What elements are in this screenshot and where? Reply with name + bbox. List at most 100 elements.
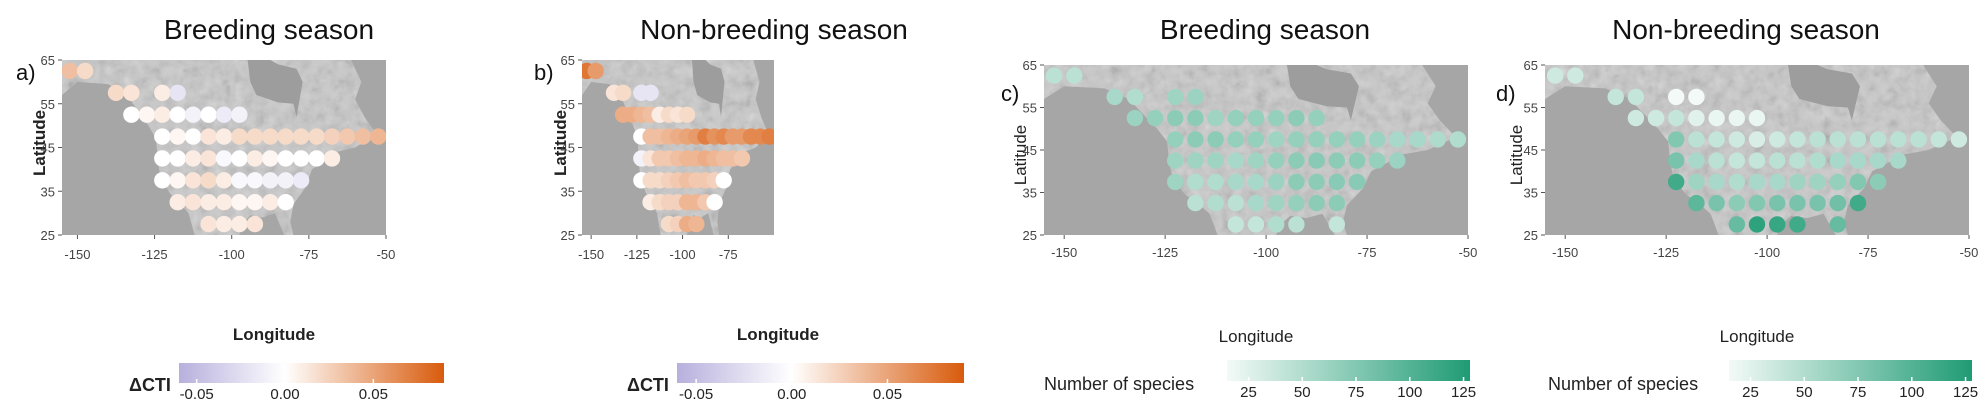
grid-cell-point — [1045, 67, 1063, 84]
x-tick-label: -100 — [219, 247, 245, 262]
colorbar-ticks: -0.05 0.00 0.05 — [180, 379, 388, 403]
grid-cell-point — [292, 172, 310, 189]
x-tick-label: -150 — [64, 247, 90, 262]
grid-cell-point — [1728, 131, 1746, 148]
grid-cell-point — [1066, 67, 1083, 84]
y-tick-label: 35 — [1524, 186, 1538, 201]
colorbar-tick-label: 50 — [1796, 384, 1813, 401]
y-tick-label: 45 — [1524, 143, 1538, 158]
grid-cell-point — [123, 84, 140, 102]
y-tick-label: 35 — [561, 184, 575, 199]
grid-cell-point — [262, 150, 279, 167]
grid-cell-point — [1288, 152, 1305, 169]
panel-b: Non-breeding season b) Latitude Longitud… — [534, 14, 964, 403]
grid-cell-point — [1247, 152, 1265, 169]
grid-cell-point — [1607, 88, 1624, 106]
grid-cell-point — [62, 62, 78, 80]
grid-cell-point — [292, 128, 310, 145]
grid-cell-point — [1247, 131, 1265, 148]
grid-cell-point — [215, 106, 233, 123]
y-tick-label: 65 — [41, 53, 55, 68]
grid-cell-point — [1187, 88, 1204, 106]
grid-cell-point — [1187, 109, 1204, 127]
x-tick-label: -125 — [1152, 245, 1178, 260]
grid-cell-point — [1308, 173, 1325, 191]
x-tick-label: -100 — [670, 247, 696, 262]
grid-cell-point — [1748, 109, 1766, 127]
grid-cell-point — [1627, 88, 1645, 106]
map-plot-area — [1545, 65, 1969, 235]
grid-cell-point — [1910, 131, 1927, 148]
grid-cell-point — [154, 106, 171, 123]
grid-cell-point — [1389, 152, 1406, 169]
grid-cell-point — [184, 172, 202, 189]
grid-cell-point — [1348, 173, 1366, 191]
map-plot-area — [1044, 65, 1468, 235]
y-tick-label: 55 — [561, 97, 575, 112]
grid-cell-point — [1187, 173, 1204, 191]
grid-cell-point — [1268, 152, 1285, 169]
grid-cell-point — [169, 172, 186, 189]
grid-cell-point — [1288, 194, 1305, 212]
colorbar-tick-label: 125 — [1451, 384, 1476, 401]
axis-ticks: 25 35 45 55 65 -150 -125 -100 -75 -50 — [41, 53, 396, 262]
grid-cell-point — [1308, 152, 1325, 169]
grid-cell-point — [154, 84, 171, 102]
y-tick-label: 45 — [561, 141, 575, 156]
data-points — [62, 62, 386, 233]
x-tick-label: -125 — [624, 247, 650, 262]
grid-cell-point — [231, 172, 248, 189]
grid-cell-point — [1829, 152, 1847, 169]
y-axis-label: Latitude — [1507, 125, 1526, 186]
grid-cell-point — [1829, 216, 1847, 233]
colorbar-title: ΔCTI — [627, 375, 669, 395]
colorbar-tick-label: 0.00 — [270, 386, 299, 403]
colorbar-tick-label: 0.05 — [359, 386, 388, 403]
grid-cell-point — [1829, 173, 1847, 191]
grid-cell-point — [1668, 109, 1685, 127]
y-tick-label: 45 — [41, 141, 55, 156]
colorbar-legend: Number of species 25 50 75 100 125 — [1548, 360, 1978, 401]
y-tick-label: 55 — [1524, 101, 1538, 116]
grid-cell-point — [1328, 194, 1346, 212]
grid-cell-point — [200, 215, 217, 233]
grid-cell-point — [1368, 152, 1386, 169]
grid-cell-point — [678, 106, 696, 123]
grid-cell-point — [169, 84, 186, 102]
axis-ticks: 25 35 45 55 65 -150 -125 -100 -75 -50 — [1023, 58, 1478, 260]
grid-cell-point — [1688, 152, 1705, 169]
grid-cell-point — [1106, 88, 1123, 106]
grid-cell-point — [215, 194, 233, 211]
grid-cell-point — [246, 128, 264, 145]
grid-cell-point — [1227, 131, 1245, 148]
grid-cell-point — [1207, 131, 1224, 148]
grid-cell-point — [1708, 131, 1725, 148]
x-tick-label: -100 — [1253, 245, 1279, 260]
panel-title: Breeding season — [164, 14, 374, 45]
grid-cell-point — [1167, 109, 1184, 127]
grid-cell-point — [733, 150, 751, 167]
grid-cell-point — [706, 194, 723, 211]
grid-cell-point — [154, 128, 171, 145]
y-tick-label: 55 — [1023, 101, 1037, 116]
colorbar-title: Number of species — [1548, 374, 1698, 394]
grid-cell-point — [138, 106, 156, 123]
grid-cell-point — [1748, 194, 1766, 212]
y-tick-label: 65 — [1524, 58, 1538, 73]
grid-cell-point — [1688, 88, 1705, 106]
y-tick-label: 65 — [1023, 58, 1037, 73]
grid-cell-point — [1167, 173, 1184, 191]
colorbar-ticks: 25 50 75 100 125 — [1240, 377, 1476, 401]
grid-cell-point — [1829, 194, 1847, 212]
axis-ticks: 25 35 45 55 65 -150 -125 -100 -75 -50 — [1524, 58, 1979, 260]
grid-cell-point — [1769, 173, 1786, 191]
grid-cell-point — [292, 150, 310, 167]
grid-cell-point — [1728, 173, 1746, 191]
grid-cell-point — [1728, 109, 1746, 127]
x-tick-label: -50 — [1960, 245, 1979, 260]
grid-cell-point — [1849, 131, 1867, 148]
grid-cell-point — [1308, 109, 1325, 127]
grid-cell-point — [308, 128, 325, 145]
grid-cell-point — [1207, 194, 1224, 212]
grid-cell-point — [1567, 67, 1584, 84]
